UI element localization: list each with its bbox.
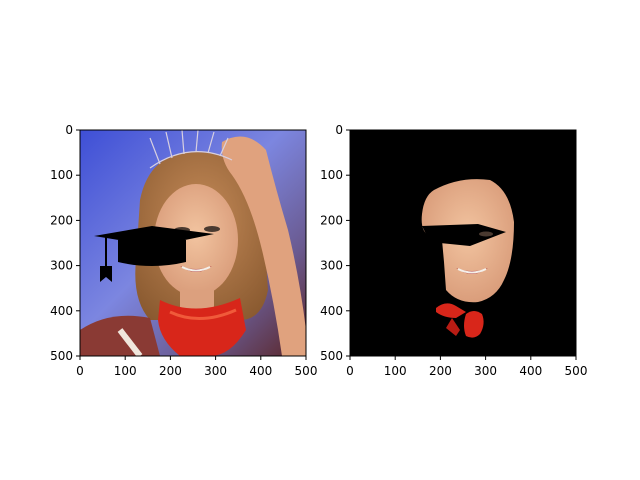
left-x-tick-label: 200	[159, 364, 182, 378]
left-axes-frame	[79, 129, 307, 357]
right-axes-frame	[349, 129, 577, 357]
tiara	[149, 130, 233, 169]
masked-scarf	[436, 303, 484, 338]
left-image-panel	[79, 129, 307, 357]
right-y-tick-label: 200	[320, 213, 343, 227]
left-x-tick-label: 300	[204, 364, 227, 378]
left-x-tick-label: 500	[295, 364, 318, 378]
right-eye	[204, 226, 220, 232]
left-y-tick-label: 0	[65, 123, 73, 137]
left-x-tick-label: 100	[114, 364, 137, 378]
left-y-tick-label: 500	[50, 349, 73, 363]
left-y-tick-label: 200	[50, 213, 73, 227]
right-y-tick-label: 500	[320, 349, 343, 363]
left-x-tick-label: 0	[76, 364, 84, 378]
right-x-tick-label: 0	[346, 364, 354, 378]
right-image-panel	[349, 129, 577, 357]
left-x-tick-label: 400	[249, 364, 272, 378]
right-x-tick-label: 500	[565, 364, 588, 378]
left-y-tick-label: 100	[50, 168, 73, 182]
right-x-tick-label: 400	[519, 364, 542, 378]
right-x-tick-label: 200	[429, 364, 452, 378]
neck	[180, 290, 214, 312]
right-y-tick-label: 400	[320, 304, 343, 318]
left-y-tick-label: 400	[50, 304, 73, 318]
right-x-tick-label: 300	[474, 364, 497, 378]
raised-arm	[221, 136, 306, 356]
right-y-tick-label: 0	[335, 123, 343, 137]
mouth	[180, 266, 212, 272]
face	[154, 184, 238, 296]
scarf	[158, 298, 246, 356]
right-y-tick-label: 300	[320, 259, 343, 273]
right-x-tick-label: 100	[384, 364, 407, 378]
right-y-tick-label: 100	[320, 168, 343, 182]
dress	[80, 315, 160, 356]
graduation-cap-icon	[94, 226, 214, 282]
left-y-tick-label: 300	[50, 259, 73, 273]
